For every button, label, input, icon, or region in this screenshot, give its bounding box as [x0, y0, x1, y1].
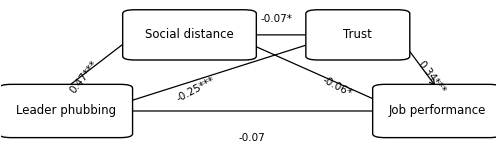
- Text: Job performance: Job performance: [388, 104, 486, 117]
- Text: Leader phubbing: Leader phubbing: [16, 104, 116, 117]
- Text: 0.34***: 0.34***: [416, 59, 448, 96]
- FancyBboxPatch shape: [372, 84, 500, 138]
- Text: Social distance: Social distance: [145, 28, 234, 41]
- Text: -0.07: -0.07: [238, 133, 265, 143]
- FancyBboxPatch shape: [122, 10, 256, 60]
- FancyBboxPatch shape: [306, 10, 410, 60]
- FancyBboxPatch shape: [0, 84, 132, 138]
- Text: -0.07*: -0.07*: [260, 14, 292, 24]
- Text: -0.25***: -0.25***: [174, 75, 216, 104]
- Text: -0.06*: -0.06*: [321, 75, 354, 98]
- Text: 0.47***: 0.47***: [68, 59, 100, 96]
- Text: Trust: Trust: [344, 28, 372, 41]
